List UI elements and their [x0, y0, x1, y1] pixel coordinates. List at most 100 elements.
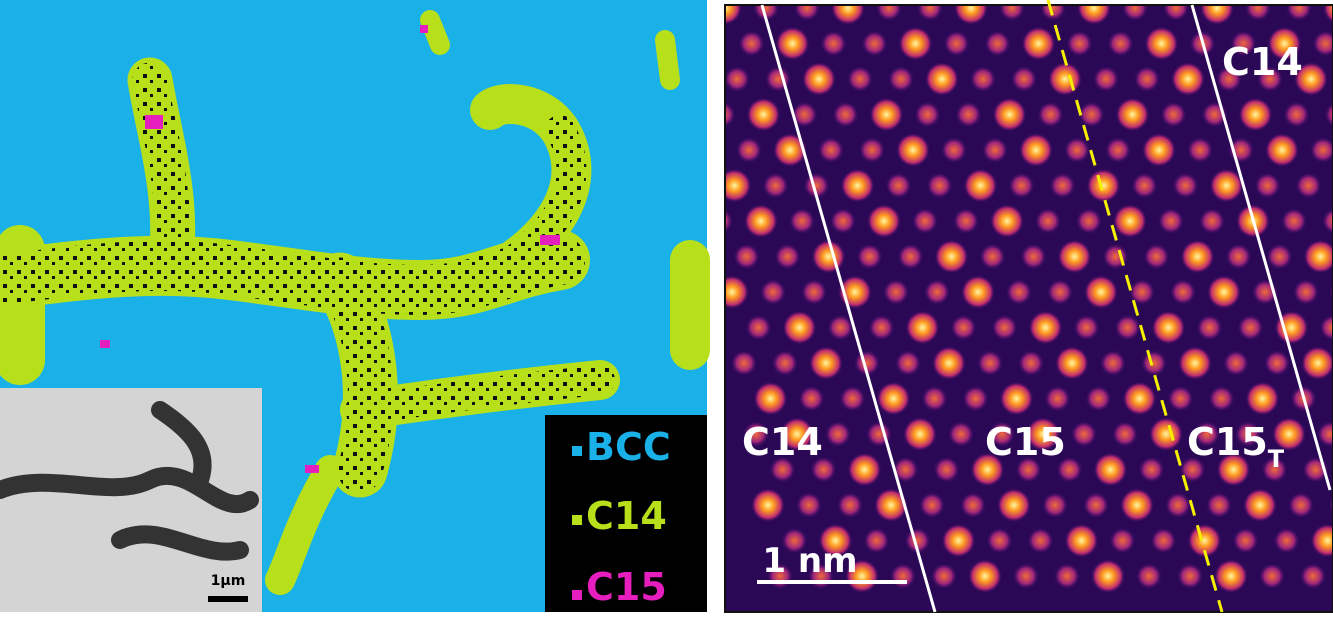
atom-column — [747, 98, 781, 132]
atom-column — [956, 102, 982, 128]
atom-column — [906, 311, 940, 345]
atom-column — [982, 137, 1008, 163]
legend-swatch — [572, 515, 582, 525]
atom-column — [915, 102, 941, 128]
atom-column — [963, 386, 989, 412]
atom-column — [1296, 173, 1322, 199]
atom-column — [944, 31, 970, 57]
atom-column — [825, 421, 851, 447]
legend-swatch — [572, 590, 582, 600]
atom-column — [942, 524, 976, 558]
atom-column — [951, 315, 977, 341]
atom-column — [919, 492, 945, 518]
atom-column — [1079, 102, 1105, 128]
atom-column — [1134, 66, 1160, 92]
inset-scale-bar — [208, 596, 248, 602]
atom-column — [1093, 66, 1119, 92]
atom-column — [775, 244, 801, 270]
atom-column — [883, 279, 909, 305]
atom-column — [1086, 386, 1112, 412]
atom-column — [1116, 98, 1150, 132]
phase-label: C15 — [985, 420, 1066, 464]
atom-column — [993, 98, 1027, 132]
atom-column — [734, 244, 760, 270]
atom-column — [1136, 563, 1162, 589]
atom-column — [1149, 417, 1183, 451]
atom-column — [1055, 346, 1089, 380]
atom-column — [888, 66, 914, 92]
atom-column — [718, 169, 752, 203]
atom-column — [869, 315, 895, 341]
atom-column — [1214, 559, 1248, 593]
atom-column — [830, 208, 856, 234]
atom-column — [1181, 240, 1215, 274]
atom-column — [1087, 169, 1121, 203]
atom-column — [1108, 31, 1134, 57]
atom-column — [1300, 563, 1326, 589]
atom-column — [789, 208, 815, 234]
legend-label: BCC — [586, 425, 671, 469]
atom-column — [1233, 528, 1259, 554]
atom-column — [1000, 382, 1034, 416]
atom-column — [1019, 133, 1053, 167]
atom-column — [746, 315, 772, 341]
atom-column — [1145, 27, 1179, 61]
atom-column — [1199, 208, 1225, 234]
atom-column — [1226, 244, 1252, 270]
atom-column — [715, 275, 749, 309]
atom-column — [1158, 208, 1184, 234]
atom-column — [1103, 244, 1129, 270]
atom-column — [864, 528, 890, 554]
atom-column — [802, 62, 836, 96]
atom-column — [1120, 488, 1154, 522]
legend-label: C15 — [586, 565, 667, 609]
atom-column — [1058, 240, 1092, 274]
atom-column — [1113, 204, 1147, 238]
atom-column — [1038, 102, 1064, 128]
atom-column — [862, 31, 888, 57]
atom-column — [818, 137, 844, 163]
atom-column — [772, 350, 798, 376]
atom-column — [1076, 208, 1102, 234]
atom-column — [1168, 386, 1194, 412]
atom-column — [1048, 62, 1082, 96]
atom-column — [925, 62, 959, 96]
atom-column — [848, 453, 882, 487]
atom-column — [1243, 488, 1277, 522]
atom-column — [1074, 315, 1100, 341]
atom-column — [1139, 457, 1165, 483]
atom-column — [1177, 563, 1203, 589]
atom-column — [763, 173, 789, 199]
atom-column — [1054, 563, 1080, 589]
atom-column — [1206, 492, 1232, 518]
atom-column — [898, 244, 924, 270]
atom-column — [970, 66, 996, 92]
atom-column — [985, 31, 1011, 57]
atom-column — [935, 240, 969, 274]
atom-column — [1064, 137, 1090, 163]
atom-column — [1028, 528, 1054, 554]
atom-column — [799, 386, 825, 412]
atom-column — [1207, 275, 1241, 309]
atom-column — [812, 240, 846, 274]
atom-column — [877, 382, 911, 416]
atom-column — [977, 350, 1003, 376]
atom-column — [1238, 315, 1264, 341]
atom-column — [961, 275, 995, 309]
atom-column — [934, 457, 960, 483]
atom-column — [1006, 279, 1032, 305]
atom-column — [1187, 137, 1213, 163]
atom-column — [1067, 31, 1093, 57]
atom-column — [1011, 66, 1037, 92]
atom-column — [1152, 311, 1186, 345]
atom-column — [960, 492, 986, 518]
atom-column — [1110, 528, 1136, 554]
atom-column — [1142, 133, 1176, 167]
atom-column — [1210, 169, 1244, 203]
atom-column — [1239, 98, 1273, 132]
atom-column — [1065, 524, 1099, 558]
atom-column — [1029, 311, 1063, 345]
atom-column — [1050, 173, 1076, 199]
atom-column — [867, 204, 901, 238]
atom-column — [1115, 315, 1141, 341]
